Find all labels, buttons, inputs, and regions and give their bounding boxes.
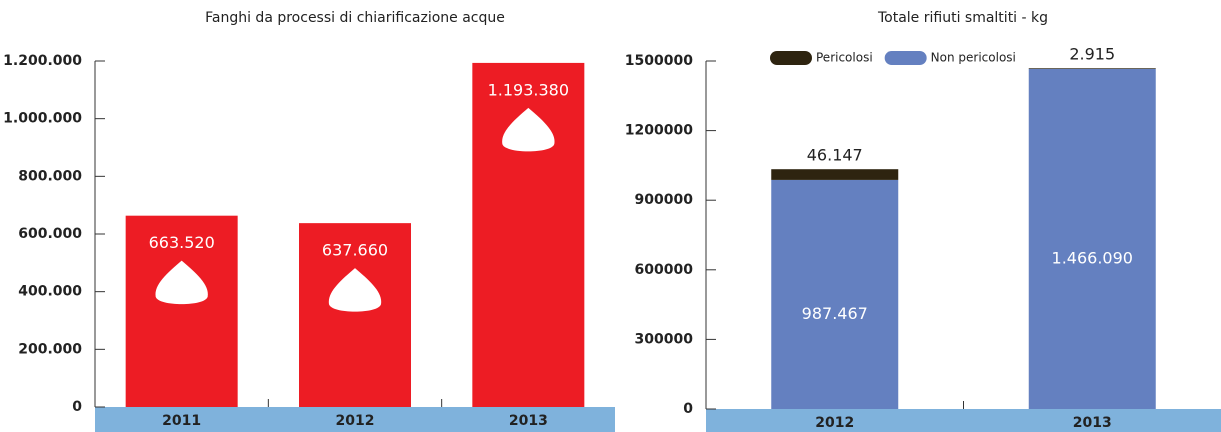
- y-tick-label: 1.200.000: [3, 53, 82, 69]
- y-tick-label: 1.000.000: [3, 111, 82, 127]
- category-strip: [95, 407, 615, 432]
- y-tick-label: 600000: [635, 262, 694, 278]
- y-tick-label: 900000: [635, 192, 694, 208]
- y-tick-label: 1500000: [625, 53, 693, 69]
- y-tick-label: 1200000: [625, 123, 693, 139]
- legend-label: Pericolosi: [816, 51, 873, 65]
- y-tick-label: 400.000: [18, 284, 82, 300]
- y-tick-label: 800.000: [18, 168, 82, 184]
- y-tick-label: 0: [683, 401, 693, 417]
- drop-icon: [502, 107, 555, 152]
- chart-title: Totale rifiuti smaltiti - kg: [877, 10, 1048, 26]
- bar-segment: [771, 169, 899, 180]
- bar: [125, 215, 238, 407]
- drop-icon: [155, 260, 208, 305]
- drop-icon: [328, 268, 382, 312]
- y-tick-label: 200.000: [18, 341, 82, 357]
- x-tick-label: 2012: [336, 413, 375, 429]
- legend-swatch: [884, 51, 927, 65]
- bar: [299, 223, 411, 407]
- value-label: 987.467: [802, 304, 868, 323]
- chart-title: Fanghi da processi di chiarificazione ac…: [205, 10, 505, 26]
- x-tick-label: 2013: [509, 413, 548, 429]
- y-tick-label: 300000: [635, 331, 694, 347]
- value-label: 1.466.090: [1052, 248, 1133, 267]
- legend-swatch: [770, 51, 812, 65]
- x-tick-label: 2012: [815, 415, 854, 431]
- y-tick-label: 0: [72, 399, 82, 415]
- bar-segment: [1028, 68, 1156, 69]
- value-label: 663.520: [149, 233, 215, 252]
- y-tick-label: 600.000: [18, 226, 82, 242]
- x-tick-label: 2011: [162, 413, 201, 429]
- bar-segment: [1028, 68, 1156, 409]
- category-strip: [706, 409, 1221, 432]
- bar-segment: [771, 179, 899, 409]
- value-label: 2.915: [1069, 45, 1115, 64]
- x-tick-label: 2013: [1073, 415, 1112, 431]
- value-label: 1.193.380: [488, 80, 569, 99]
- value-label: 637.660: [322, 241, 388, 260]
- value-label: 46.147: [807, 146, 863, 165]
- legend-label: Non pericolosi: [931, 51, 1016, 65]
